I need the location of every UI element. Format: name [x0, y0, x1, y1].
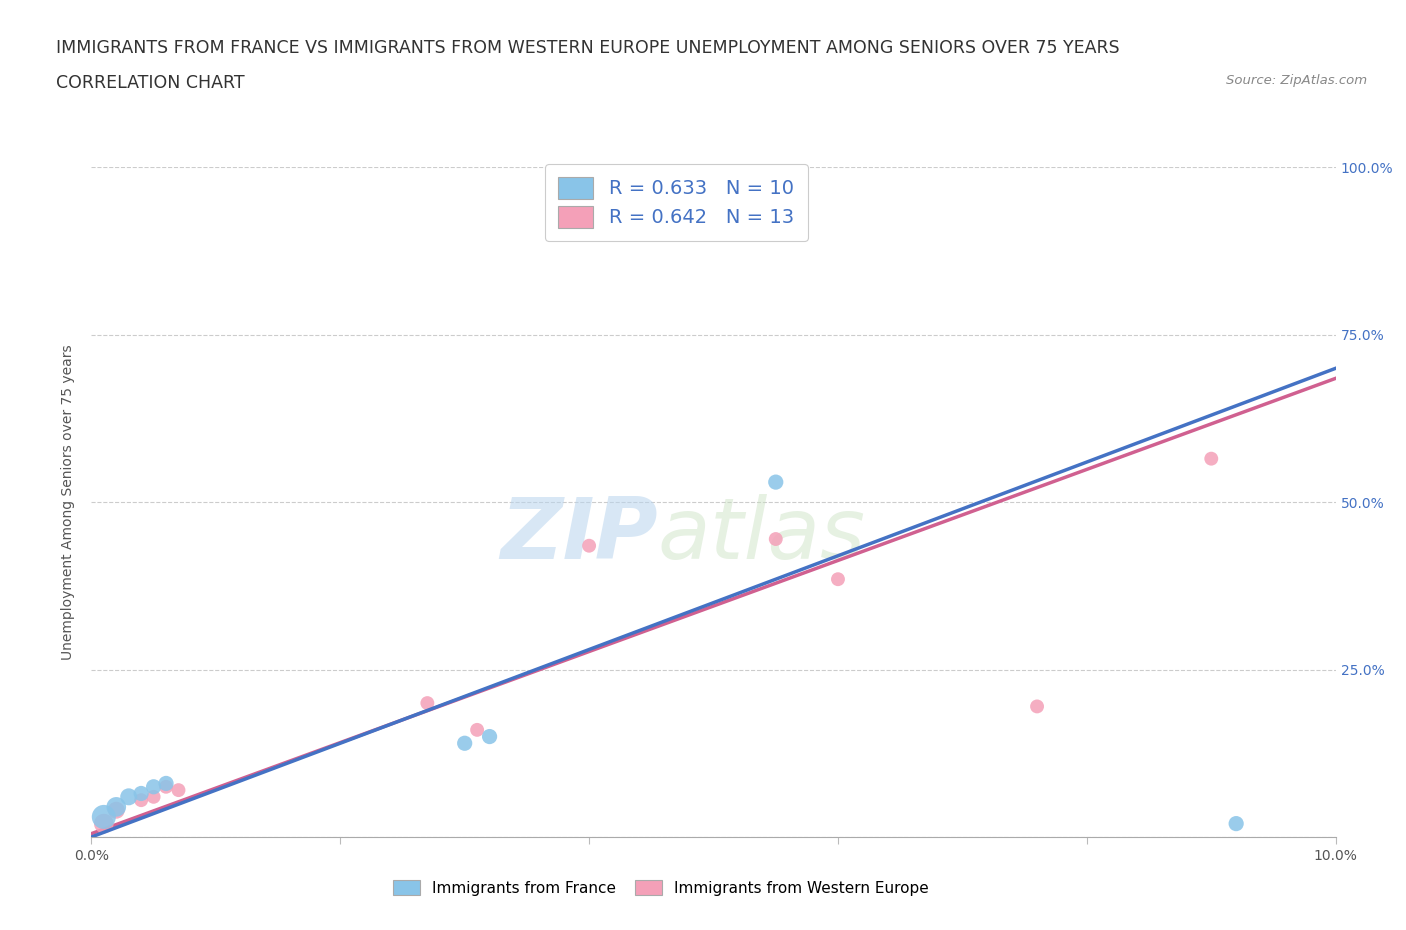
Point — [416, 696, 439, 711]
Point — [105, 800, 128, 815]
Point — [142, 779, 165, 794]
Text: ZIP: ZIP — [501, 494, 658, 578]
Text: IMMIGRANTS FROM FRANCE VS IMMIGRANTS FROM WESTERN EUROPE UNEMPLOYMENT AMONG SENI: IMMIGRANTS FROM FRANCE VS IMMIGRANTS FRO… — [56, 39, 1119, 57]
Point — [93, 817, 115, 831]
Point — [765, 532, 787, 547]
Point — [142, 790, 165, 804]
Point — [93, 809, 115, 824]
Point — [167, 783, 190, 798]
Point — [453, 736, 475, 751]
Point — [478, 729, 501, 744]
Point — [129, 792, 152, 807]
Y-axis label: Unemployment Among Seniors over 75 years: Unemployment Among Seniors over 75 years — [62, 344, 76, 660]
Point — [827, 572, 849, 587]
Point — [765, 474, 787, 489]
Point — [578, 538, 600, 553]
Legend: R = 0.633   N = 10, R = 0.642   N = 13: R = 0.633 N = 10, R = 0.642 N = 13 — [544, 164, 807, 241]
Point — [129, 786, 152, 801]
Point — [1026, 699, 1049, 714]
Text: CORRELATION CHART: CORRELATION CHART — [56, 74, 245, 92]
Point — [155, 779, 177, 794]
Text: atlas: atlas — [658, 494, 866, 578]
Legend: Immigrants from France, Immigrants from Western Europe: Immigrants from France, Immigrants from … — [387, 874, 935, 902]
Point — [118, 790, 141, 804]
Point — [155, 776, 177, 790]
Point — [1225, 817, 1247, 831]
Point — [105, 803, 128, 817]
Text: Source: ZipAtlas.com: Source: ZipAtlas.com — [1226, 74, 1367, 87]
Point — [465, 723, 488, 737]
Point — [1201, 451, 1223, 466]
